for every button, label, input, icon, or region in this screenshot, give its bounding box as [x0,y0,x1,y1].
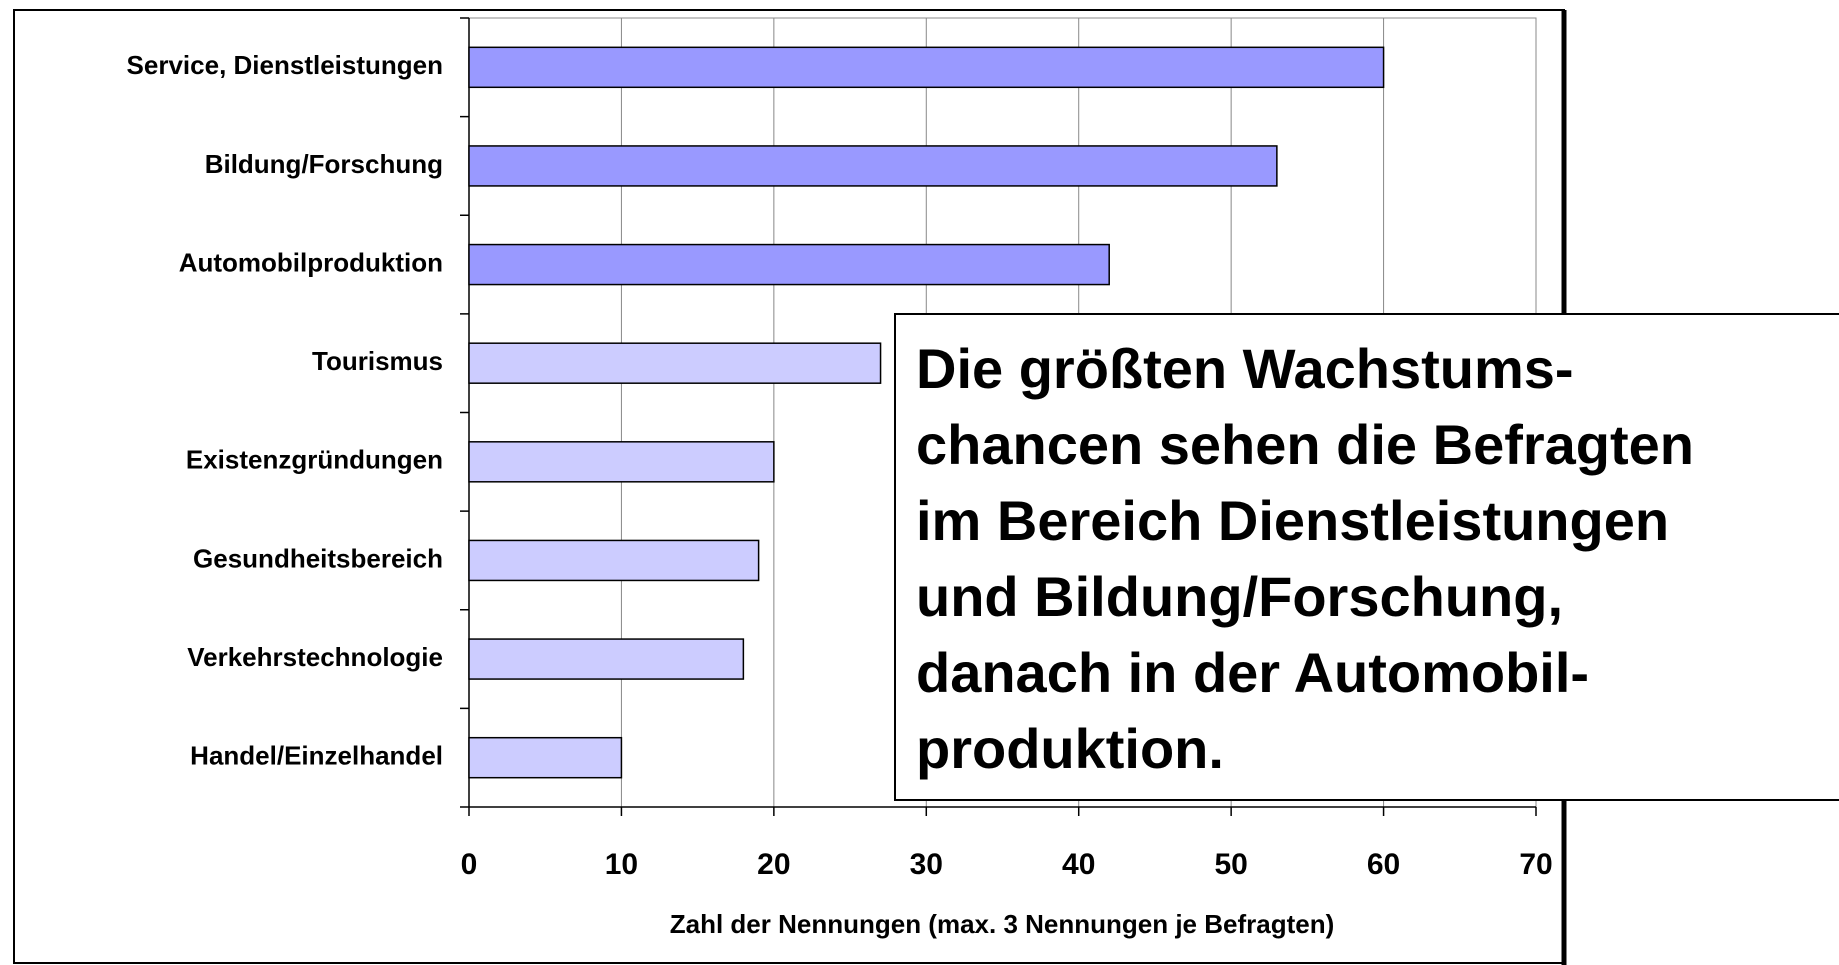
annotation: Die größten Wachstums-chancen sehen die … [916,337,1694,780]
annotation-line: danach in der Automobil- [916,641,1589,704]
x-tick-label: 60 [1367,848,1400,881]
y-tick-label: Service, Dienstleistungen [127,50,443,80]
x-tick-label: 50 [1214,848,1247,881]
x-tick-label: 20 [757,848,790,881]
y-tick-label: Gesundheitsbereich [193,543,443,573]
bar [468,342,882,384]
annotation-line: und Bildung/Forschung, [916,565,1563,628]
annotation-line: Die größten Wachstums- [916,337,1574,400]
bar [468,539,760,582]
annotation-line: chancen sehen die Befragten [916,413,1694,476]
bar [468,243,1110,286]
bar [468,46,1385,89]
annotation-line: produktion. [916,717,1224,780]
x-tick-label: 70 [1519,848,1552,881]
x-tick-label: 30 [910,848,943,881]
annotation-line: im Bereich Dienstleistungen [916,489,1669,552]
bar [468,145,1278,187]
y-tick-label: Tourismus [312,346,443,376]
bar [468,441,775,483]
bar [468,736,623,779]
y-tick-label: Verkehrstechnologie [187,642,443,672]
x-tick-label: 40 [1062,848,1095,881]
y-tick-label: Handel/Einzelhandel [190,741,443,771]
bar [468,638,745,680]
y-tick-label: Bildung/Forschung [205,149,443,179]
x-axis-label: Zahl der Nennungen (max. 3 Nennungen je … [670,909,1335,939]
annotation-box [894,313,1839,801]
y-tick-label: Automobilproduktion [179,247,443,277]
y-tick-label: Existenzgründungen [186,445,443,475]
x-tick-label: 10 [605,848,638,881]
x-tick-label: 0 [461,848,478,881]
